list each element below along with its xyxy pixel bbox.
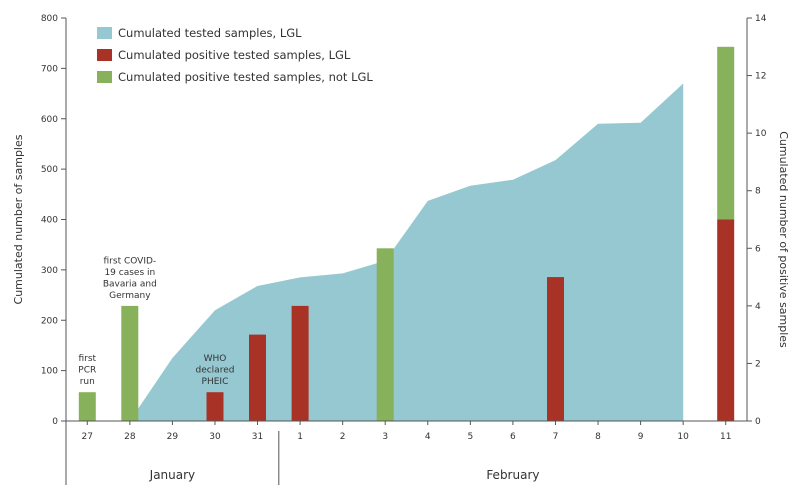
right-tick-label-0: 0	[755, 417, 761, 427]
x-tick-label-9: 9	[638, 432, 644, 442]
x-tick-label-5: 5	[467, 432, 473, 442]
x-tick-label-3: 3	[382, 432, 388, 442]
annotation-28-line-3: Bavaria and	[103, 279, 157, 289]
x-tick-label-1: 1	[297, 432, 303, 442]
left-tick-label-100: 100	[41, 367, 58, 377]
bar-positive-lgl-31	[249, 334, 266, 421]
annotation-layer: first PCR run first COVID- 19 cases in Bavari…	[78, 256, 234, 387]
left-tick-label-500: 500	[41, 165, 58, 175]
annotation-28-line-2: 19 cases in	[104, 268, 155, 278]
x-tick-label-11: 11	[720, 432, 731, 442]
annotation-27-line-2: PCR	[78, 366, 96, 376]
x-tick-label-28: 28	[124, 432, 136, 442]
y-axis-title-left: Cumulated number of samples	[12, 134, 25, 304]
left-tick-label-800: 800	[41, 14, 58, 24]
annotation-28-line-1: first COVID-	[104, 256, 157, 266]
bar-positive-lgl-7	[547, 277, 564, 421]
x-tick-label-2: 2	[340, 432, 346, 442]
annotation-27-line-1: first	[78, 354, 96, 364]
bar-positive-not-lgl-3	[376, 248, 394, 421]
right-tick-label-4: 4	[755, 302, 761, 312]
bar-positive-lgl-30	[206, 392, 224, 421]
annotation-28: first COVID- 19 cases in Bavaria and German…	[103, 256, 157, 301]
x-tick-label-8: 8	[595, 432, 601, 442]
x-tick-label-27: 27	[82, 432, 93, 442]
right-tick-label-12: 12	[755, 72, 766, 82]
annotation-27: first PCR run	[78, 354, 96, 387]
x-tick-label-29: 29	[167, 432, 179, 442]
bar-positive-not-lgl-27	[78, 392, 96, 421]
left-tick-label-600: 600	[41, 115, 58, 125]
left-tick-label-0: 0	[52, 417, 58, 427]
x-tick-label-7: 7	[553, 432, 559, 442]
legend: Cumulated tested samples, LGL Cumulated p…	[97, 26, 373, 84]
right-tick-label-14: 14	[755, 14, 767, 24]
left-tick-label-200: 200	[41, 316, 58, 326]
right-tick-label-6: 6	[755, 244, 761, 254]
right-tick-label-10: 10	[755, 129, 767, 139]
bar-layer	[78, 46, 735, 421]
left-tick-label-300: 300	[41, 266, 58, 276]
left-tick-label-400: 400	[41, 216, 58, 226]
annotation-30: WHO declared PHEIC	[195, 354, 234, 387]
right-tick-label-8: 8	[755, 187, 761, 197]
legend-swatch-positive-not-lgl	[97, 71, 112, 83]
bar-positive-not-lgl-28	[121, 305, 139, 421]
x-tick-label-10: 10	[677, 432, 689, 442]
month-label-january: January	[149, 468, 196, 482]
legend-label-positive-not-lgl: Cumulated positive tested samples, not L…	[118, 70, 373, 84]
area-layer	[129, 83, 684, 421]
annotation-28-line-4: Germany	[109, 291, 151, 301]
month-label-february: February	[486, 468, 539, 482]
bar-positive-not-lgl-11	[717, 46, 735, 220]
right-tick-label-2: 2	[755, 359, 761, 369]
left-tick-label-700: 700	[41, 64, 58, 74]
legend-swatch-positive-lgl	[97, 49, 112, 61]
x-tick-label-4: 4	[425, 432, 431, 442]
y-axis-title-right: Cumulated number of positive samples	[777, 131, 790, 348]
legend-swatch-tested-lgl	[97, 27, 112, 39]
legend-label-tested-lgl: Cumulated tested samples, LGL	[118, 26, 302, 40]
annotation-30-line-2: declared	[195, 366, 234, 376]
area-series-tested-samples	[129, 83, 684, 421]
annotation-30-line-1: WHO	[204, 354, 227, 364]
x-tick-label-6: 6	[510, 432, 516, 442]
bar-positive-lgl-1	[291, 305, 309, 421]
annotation-30-line-3: PHEIC	[202, 377, 229, 387]
annotation-27-line-3: run	[80, 377, 95, 387]
x-tick-label-31: 31	[252, 432, 263, 442]
legend-label-positive-lgl: Cumulated positive tested samples, LGL	[118, 48, 351, 62]
bar-positive-lgl-11	[717, 219, 735, 421]
x-tick-label-30: 30	[209, 432, 221, 442]
